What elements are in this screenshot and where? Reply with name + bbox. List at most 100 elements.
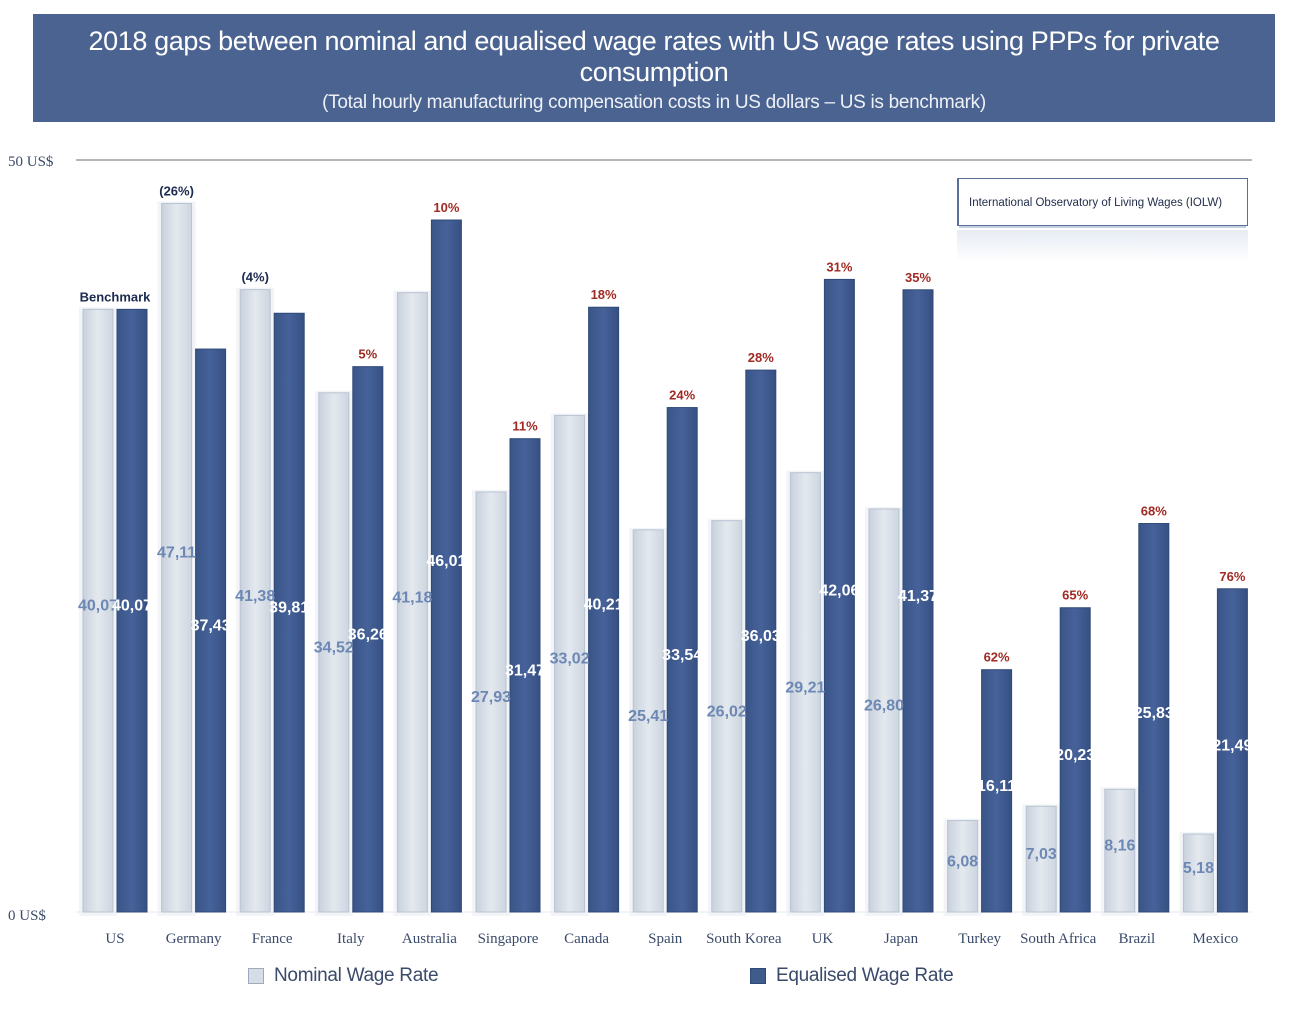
- equalised-bar: [509, 438, 541, 913]
- category-label: Germany: [166, 931, 222, 947]
- equalised-bar: [666, 407, 698, 913]
- gap-annotation: 65%: [1062, 588, 1088, 603]
- category-label: South Korea: [706, 931, 782, 947]
- nominal-value-label: 7,03: [1026, 846, 1057, 863]
- gap-annotation: Benchmark: [80, 289, 152, 304]
- nominal-value-label: 34,52: [314, 639, 354, 656]
- nominal-value-label: 41,38: [235, 588, 275, 605]
- gap-annotation: 18%: [591, 287, 617, 302]
- source-box: International Observatory of Living Wage…: [957, 178, 1248, 226]
- equalised-value-label: 33,54: [662, 647, 702, 664]
- nominal-bar: [475, 491, 507, 913]
- nominal-bar: [1182, 833, 1214, 913]
- equalised-value-label: 40,21: [584, 597, 624, 614]
- gap-annotation: 24%: [669, 388, 695, 403]
- category-label: Singapore: [478, 931, 539, 947]
- category-label: Spain: [648, 931, 683, 947]
- category-label: Italy: [337, 931, 365, 947]
- nominal-value-label: 6,08: [947, 853, 978, 870]
- equalised-bar: [823, 278, 855, 913]
- source-box-shadow: [957, 230, 1248, 262]
- equalised-bar: [116, 308, 148, 913]
- nominal-bar: [82, 308, 114, 913]
- chart-subtitle: (Total hourly manufacturing compensation…: [322, 92, 986, 113]
- legend-label-nominal: Nominal Wage Rate: [274, 965, 439, 986]
- equalised-value-label: 20,23: [1055, 747, 1095, 764]
- nominal-value-label: 8,16: [1104, 838, 1135, 855]
- legend-nominal: Nominal Wage Rate: [248, 965, 439, 987]
- bars-layer: [79, 201, 1248, 917]
- gap-annotation: 76%: [1219, 569, 1245, 584]
- nominal-bar: [239, 289, 271, 913]
- equalised-bar: [273, 312, 305, 913]
- equalised-value-label: 36,26: [348, 626, 388, 643]
- equalised-bar: [981, 669, 1013, 913]
- gap-annotation: (26%): [159, 183, 194, 198]
- category-label: France: [252, 931, 293, 947]
- gap-annotation: 62%: [984, 650, 1010, 665]
- category-label: Mexico: [1192, 931, 1238, 947]
- nominal-bar: [947, 820, 979, 913]
- nominal-value-label: 27,93: [471, 689, 511, 706]
- equalised-value-label: 36,03: [741, 628, 781, 645]
- nominal-value-label: 26,02: [707, 703, 747, 720]
- y-tick-label-max: 50 US$: [8, 154, 54, 170]
- equalised-bar: [588, 306, 620, 913]
- nominal-value-label: 26,80: [864, 697, 904, 714]
- category-label: Brazil: [1118, 931, 1155, 947]
- equalised-bar: [1216, 588, 1248, 913]
- gap-annotation: (4%): [241, 270, 268, 285]
- equalised-bar: [1059, 607, 1091, 913]
- nominal-value-label: 33,02: [550, 651, 590, 668]
- gap-annotation: 35%: [905, 270, 931, 285]
- equalised-value-label: 25,83: [1134, 705, 1174, 722]
- equalised-value-label: 37,43: [191, 618, 231, 635]
- equalised-value-label: 39,81: [269, 600, 309, 617]
- category-label: Turkey: [958, 931, 1001, 947]
- category-label: Australia: [402, 931, 457, 947]
- nominal-value-label: 5,18: [1183, 860, 1214, 877]
- equalised-value-label: 41,37: [898, 588, 938, 605]
- nominal-bar: [632, 529, 664, 913]
- category-label: Japan: [884, 931, 919, 947]
- legend-label-equalised: Equalised Wage Rate: [776, 965, 954, 986]
- equalised-bar: [430, 219, 462, 913]
- nominal-bar: [318, 392, 350, 913]
- nominal-bar: [1025, 805, 1057, 913]
- gap-annotation: 10%: [433, 200, 459, 215]
- nominal-value-label: 25,41: [628, 708, 668, 725]
- y-tick-label-min: 0 US$: [8, 908, 46, 924]
- equalised-value-label: 46,01: [426, 553, 466, 570]
- nominal-bar: [161, 202, 193, 913]
- category-label: South Africa: [1020, 931, 1097, 947]
- nominal-value-label: 29,21: [785, 679, 825, 696]
- gap-annotation: 31%: [826, 259, 852, 274]
- nominal-bar: [396, 292, 428, 913]
- equalised-bar: [745, 369, 777, 913]
- legend-equalised: Equalised Wage Rate: [750, 965, 954, 987]
- equalised-value-label: 31,47: [505, 662, 545, 679]
- gap-annotation: 68%: [1141, 504, 1167, 519]
- source-text: International Observatory of Living Wage…: [969, 197, 1223, 209]
- nominal-bar: [789, 472, 821, 913]
- category-label: UK: [812, 931, 834, 947]
- nominal-value-label: 41,18: [392, 589, 432, 606]
- equalised-value-label: 16,11: [977, 778, 1016, 795]
- nominal-bar: [868, 508, 900, 913]
- nominal-bar: [554, 414, 586, 913]
- title-banner: 2018 gaps between nominal and equalised …: [33, 14, 1275, 122]
- equalised-value-label: 21,49: [1212, 737, 1252, 754]
- gap-annotation: 5%: [358, 347, 377, 362]
- nominal-value-label: 40,07: [78, 598, 118, 615]
- category-label: US: [105, 931, 124, 947]
- gap-annotation: 11%: [512, 419, 538, 434]
- equalised-value-label: 40,07: [112, 598, 152, 615]
- equalised-bar: [195, 348, 227, 913]
- nominal-value-label: 47,11: [157, 545, 196, 562]
- legend-swatch-nominal: [248, 968, 264, 984]
- chart-title: 2018 gaps between nominal and equalised …: [88, 26, 1220, 87]
- equalised-bar: [902, 289, 934, 913]
- gap-annotation: 28%: [748, 350, 774, 365]
